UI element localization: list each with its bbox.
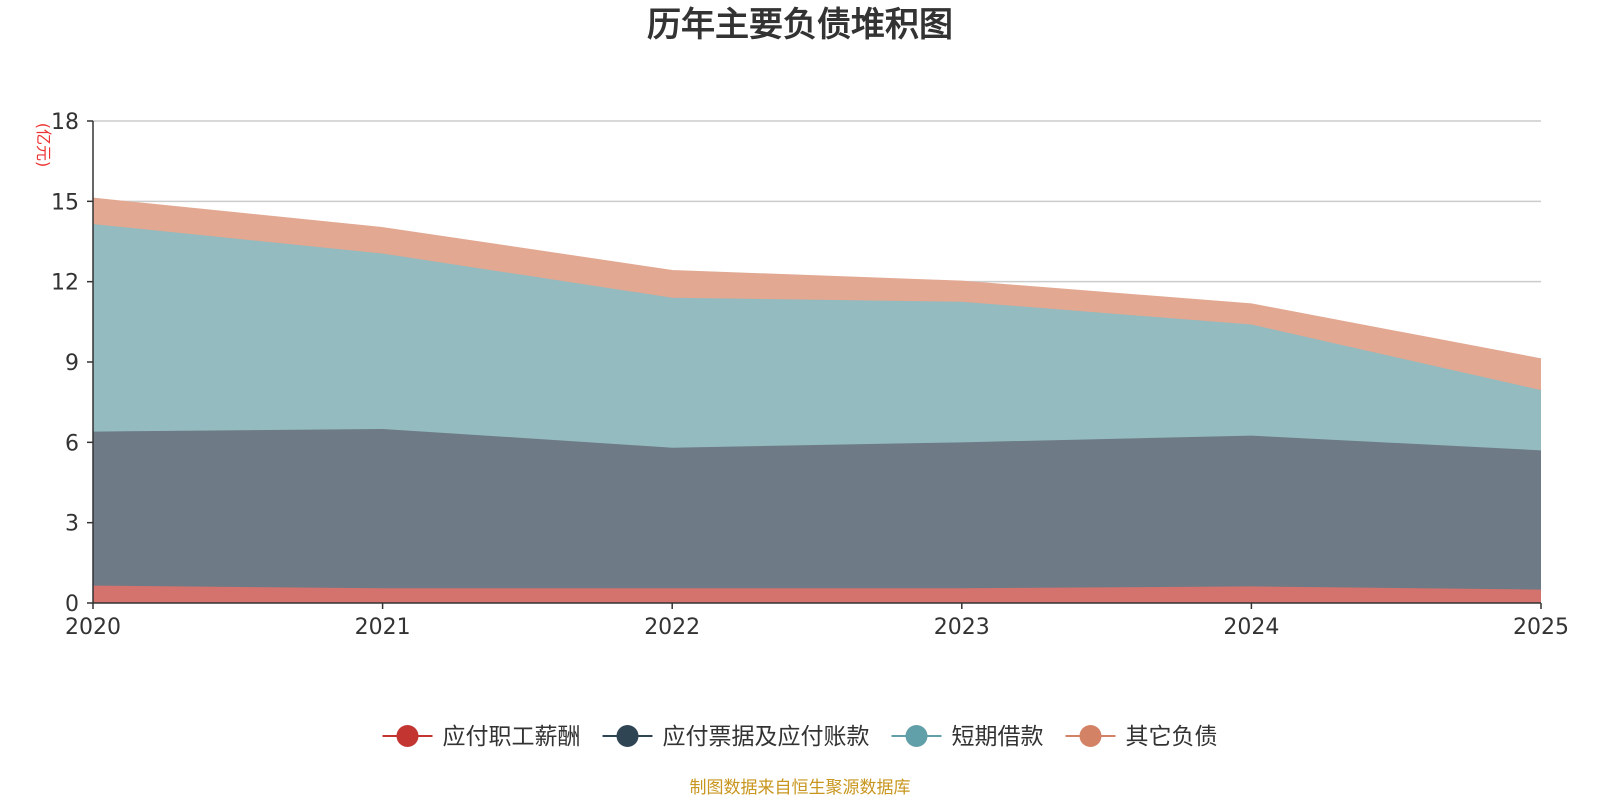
legend-marker	[1079, 725, 1102, 747]
area-series-3	[93, 224, 1541, 451]
area-series-4-line	[92, 197, 1542, 361]
legend-label: 应付票据及应付账款	[663, 724, 870, 750]
y-tick-label: 0	[65, 592, 79, 617]
legend-item-2[interactable]: 应付票据及应付账款	[602, 724, 870, 750]
x-tick-label: 2025	[1513, 615, 1569, 640]
y-tick-label: 18	[51, 110, 79, 135]
legend-label: 其它负债	[1126, 724, 1218, 750]
area-series	[92, 197, 1542, 603]
y-tick-label: 6	[65, 431, 79, 456]
legend-marker	[616, 725, 639, 747]
y-axis-unit-label: (亿元)	[34, 123, 53, 168]
chart-title: 历年主要负债堆积图	[647, 5, 953, 45]
area-series-2	[93, 428, 1541, 590]
area-series-1	[93, 585, 1541, 603]
legend-item-3[interactable]: 短期借款	[891, 724, 1044, 750]
legend-marker	[396, 725, 419, 747]
x-tick-label: 2021	[355, 615, 411, 640]
axes: 0 3 6 9 12 15 18 2020 2021 2022 2023 2024 2025	[51, 110, 1569, 640]
legend[interactable]: 应付职工薪酬 应付票据及应付账款 短期借款 其它负债	[382, 724, 1218, 750]
legend-label: 应付职工薪酬	[443, 724, 581, 750]
area-series-4	[93, 198, 1541, 391]
y-tick-label: 9	[65, 351, 79, 376]
y-tick-label: 12	[51, 271, 79, 296]
legend-item-1[interactable]: 应付职工薪酬	[382, 724, 581, 750]
y-tick-label: 3	[65, 512, 79, 537]
legend-marker	[905, 725, 928, 747]
legend-label: 短期借款	[952, 724, 1044, 750]
data-source-note: 制图数据来自恒生聚源数据库	[690, 778, 911, 798]
legend-item-4[interactable]: 其它负债	[1065, 724, 1218, 750]
x-tick-label: 2020	[65, 615, 121, 640]
x-tick-label: 2024	[1223, 615, 1279, 640]
y-tick-label: 15	[51, 190, 79, 215]
x-tick-label: 2022	[644, 615, 700, 640]
x-tick-label: 2023	[934, 615, 990, 640]
